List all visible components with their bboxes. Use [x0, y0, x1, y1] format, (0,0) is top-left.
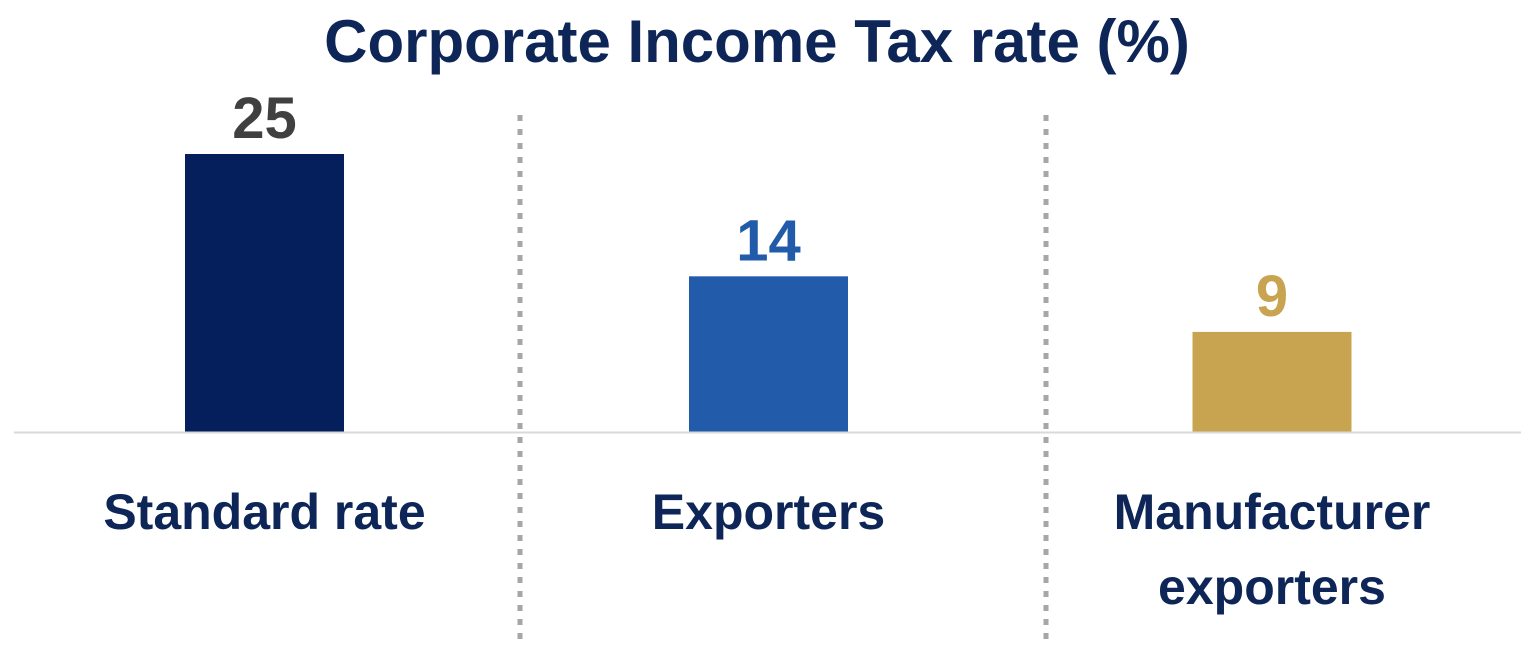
data-label: 9	[1256, 264, 1288, 329]
category-label: exporters	[1158, 559, 1386, 615]
category-label: Manufacturer	[1114, 484, 1431, 540]
bar	[689, 276, 848, 432]
bar	[185, 154, 344, 432]
chart-title: Corporate Income Tax rate (%)	[324, 8, 1190, 75]
data-label: 14	[736, 208, 801, 273]
bar	[1192, 331, 1352, 432]
labels-group: 25 Standard rate 14 Exporters 9 Manufacturer e…	[103, 86, 1430, 615]
data-label: 25	[232, 86, 297, 151]
bars-group	[185, 154, 1352, 432]
category-label: Exporters	[652, 484, 885, 540]
category-label: Standard rate	[103, 484, 425, 540]
